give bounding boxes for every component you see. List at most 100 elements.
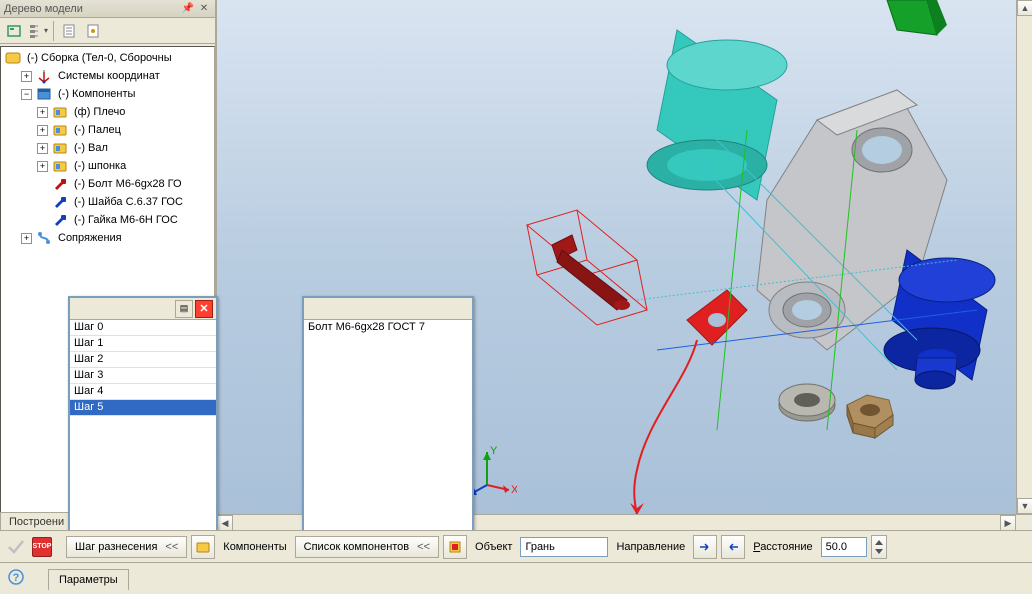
scroll-down-icon[interactable]: ▼ [1017, 498, 1032, 514]
tree-label: (-) Сборка (Тел-0, Сборочны [25, 52, 174, 64]
tree-label: (-) Шайба C.6.37 ГОС [72, 196, 185, 208]
tree-label: (-) Болт М6-6gx28 ГО [72, 178, 184, 190]
expand-icon[interactable]: + [37, 161, 48, 172]
expand-icon[interactable]: + [37, 107, 48, 118]
close-icon[interactable]: ✕ [195, 300, 213, 318]
scroll-up-icon[interactable]: ▲ [1017, 0, 1032, 16]
tree-label: (-) Компоненты [56, 88, 137, 100]
stop-icon[interactable]: STOP [32, 537, 52, 557]
tree-label: (-) шпонка [72, 160, 128, 172]
step-item[interactable]: Шаг 4 [70, 384, 216, 400]
component-list-panel[interactable]: Болт М6-6gx28 ГОСТ 7 [302, 296, 474, 556]
part-green [887, 0, 947, 35]
tab-parameters[interactable]: Параметры [48, 569, 129, 590]
fastener-icon [52, 176, 68, 192]
collapse-icon[interactable]: − [21, 89, 32, 100]
pin-icon[interactable]: 📌 [181, 2, 195, 16]
distance-label: Расстояние [749, 541, 816, 553]
step-item[interactable]: Шаг 2 [70, 352, 216, 368]
tab-build[interactable]: Построени [0, 512, 73, 532]
scroll-left-icon[interactable]: ◀ [217, 515, 233, 530]
tree-toolbar: ▾ [0, 18, 215, 44]
object-icon[interactable] [443, 535, 467, 559]
part-cyan-cylinder [647, 30, 787, 200]
tree-props-icon[interactable] [58, 20, 80, 42]
tree-label: Сопряжения [56, 232, 124, 244]
tree-settings-icon[interactable] [82, 20, 104, 42]
panel-menu-icon[interactable]: ▤ [175, 300, 193, 318]
step-list[interactable]: Шаг 0Шаг 1Шаг 2Шаг 3Шаг 4Шаг 5 [70, 320, 216, 416]
step-item[interactable]: Шаг 1 [70, 336, 216, 352]
step-section-button[interactable]: Шаг разнесения [66, 536, 187, 558]
step-item[interactable]: Шаг 0 [70, 320, 216, 336]
left-panel-tabs: Построени [0, 512, 73, 532]
distance-stepper[interactable] [871, 535, 887, 559]
tree-node-part[interactable]: + (ф) Плечо [3, 103, 212, 121]
scroll-right-icon[interactable]: ▶ [1000, 515, 1016, 530]
tree-node-mates[interactable]: + Сопряжения [3, 229, 212, 247]
panel-titlebar: Дерево модели 📌 ✕ [0, 0, 215, 18]
tree-label: (-) Вал [72, 142, 110, 154]
fastener-icon [52, 212, 68, 228]
property-bar: STOP Шаг разнесения Компоненты Список ко… [0, 530, 1032, 594]
expand-icon[interactable]: + [37, 143, 48, 154]
assembly-icon [5, 50, 21, 66]
property-row: STOP Шаг разнесения Компоненты Список ко… [0, 531, 1032, 563]
part-icon [52, 158, 68, 174]
tree-node-bolt[interactable]: (-) Болт М6-6gx28 ГО [3, 175, 212, 193]
apply-icon[interactable] [4, 535, 28, 559]
tree-node-part[interactable]: + (-) Вал [3, 139, 212, 157]
tree-node-part[interactable]: + (-) Палец [3, 121, 212, 139]
part-nut [847, 395, 893, 438]
components-folder-icon [36, 86, 52, 102]
object-input[interactable] [520, 537, 608, 557]
expand-placeholder [37, 215, 48, 226]
tree-node-part[interactable]: + (-) шпонка [3, 157, 212, 175]
expand-icon[interactable]: + [37, 125, 48, 136]
direction-fwd-icon[interactable] [693, 535, 717, 559]
step-item[interactable]: Шаг 5 [70, 400, 216, 416]
panel-title-text: Дерево модели [4, 3, 83, 15]
axis-x-label: X [511, 484, 517, 496]
step-item[interactable]: Шаг 3 [70, 368, 216, 384]
fastener-icon [52, 194, 68, 210]
button-label: Список компонентов [304, 541, 410, 553]
part-icon [52, 104, 68, 120]
tree-display-mode-icon[interactable] [3, 20, 25, 42]
axis-y-label: Y [490, 445, 498, 457]
part-icon [52, 140, 68, 156]
tree-label: (-) Гайка М6-6Н ГОС [72, 214, 180, 226]
distance-input[interactable] [821, 537, 867, 557]
step-list-panel[interactable]: ▤ ✕ Шаг 0Шаг 1Шаг 2Шаг 3Шаг 4Шаг 5 [68, 296, 218, 556]
tree-node-coord[interactable]: + Системы координат [3, 67, 212, 85]
toolbar-separator [53, 21, 54, 41]
tree-structure-icon[interactable]: ▾ [27, 20, 49, 42]
tree-label: (ф) Плечо [72, 106, 127, 118]
step-panel-toolbar: ▤ ✕ [70, 298, 216, 320]
direction-label: Направление [612, 541, 689, 553]
direction-rev-icon[interactable] [721, 535, 745, 559]
vertical-scrollbar[interactable]: ▲ ▼ [1016, 0, 1032, 514]
component-list-item[interactable]: Болт М6-6gx28 ГОСТ 7 [304, 320, 472, 336]
expand-icon[interactable]: + [21, 71, 32, 82]
tree-node-washer[interactable]: (-) Шайба C.6.37 ГОС [3, 193, 212, 211]
expand-placeholder [37, 197, 48, 208]
tree-node-assembly[interactable]: (-) Сборка (Тел-0, Сборочны [3, 49, 212, 67]
close-icon[interactable]: ✕ [197, 2, 211, 16]
svg-text:?: ? [13, 572, 20, 584]
components-label: Компоненты [219, 541, 290, 553]
annotation-arrow [630, 340, 697, 515]
comp-panel-toolbar [304, 298, 472, 320]
help-icon[interactable]: ? [4, 565, 28, 589]
components-icon[interactable] [191, 535, 215, 559]
button-label: Шаг разнесения [75, 541, 157, 553]
expand-icon[interactable]: + [21, 233, 32, 244]
tree-node-nut[interactable]: (-) Гайка М6-6Н ГОС [3, 211, 212, 229]
tree-node-components[interactable]: − (-) Компоненты [3, 85, 212, 103]
component-list-button[interactable]: Список компонентов [295, 536, 439, 558]
tree-label: Системы координат [56, 70, 162, 82]
mates-icon [36, 230, 52, 246]
part-washer [779, 384, 835, 421]
tree-label: (-) Палец [72, 124, 123, 136]
expand-placeholder [37, 179, 48, 190]
